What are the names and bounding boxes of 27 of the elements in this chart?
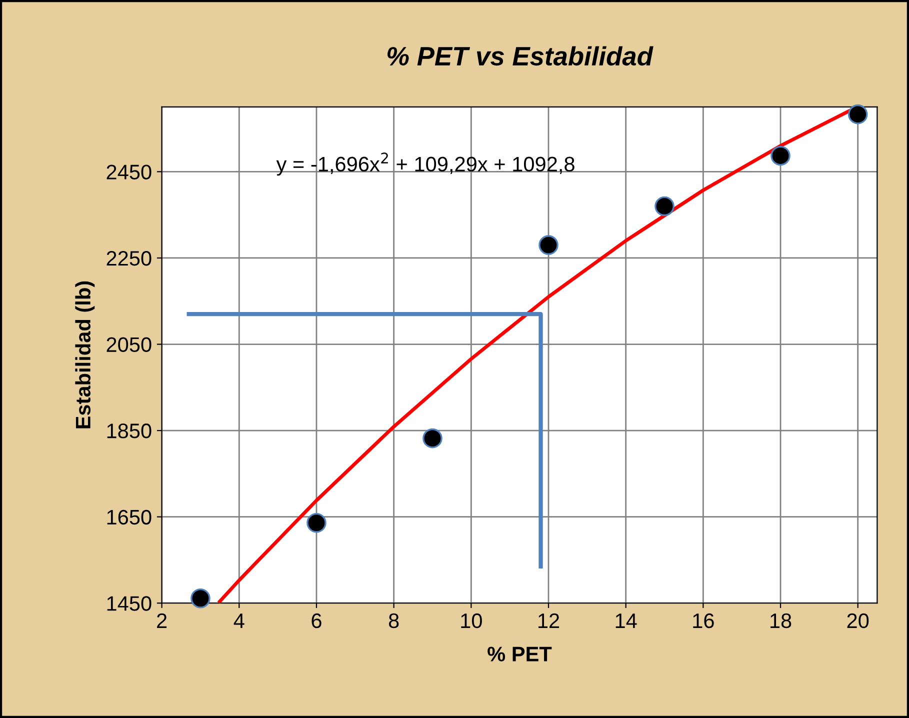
x-axis-title: % PET — [488, 646, 552, 662]
x-tick-label: 20 — [847, 613, 869, 628]
point — [306, 512, 326, 533]
x-tick-label: 8 — [388, 613, 399, 628]
x-tick-label: 2 — [157, 613, 167, 628]
annotation: y = -1,696x$^{2}$ + 109,29x + 1092,8 — [276, 152, 574, 176]
x-tick-label: 4 — [234, 614, 244, 628]
x-tick-label: 16 — [693, 613, 714, 628]
point — [848, 104, 868, 124]
x-tick-label: 18 — [770, 613, 792, 628]
x-tick-label: 14 — [616, 614, 637, 628]
y-tick-label: 2250 — [106, 250, 152, 266]
y-tick-label: 2450 — [106, 164, 152, 180]
y-axis-title: Estabilidad (lb) — [75, 281, 95, 428]
y-tick-label: 1650 — [107, 510, 152, 525]
point — [654, 196, 674, 216]
x-tick-label: 6 — [312, 613, 322, 628]
point — [422, 428, 442, 448]
chart-title: % PET vs Estabilidad — [387, 46, 654, 66]
point — [190, 588, 210, 608]
point — [538, 235, 558, 255]
y-tick-label: 2050 — [106, 337, 152, 352]
x-tick-label: 10 — [461, 613, 482, 628]
y-tick-label: 1850 — [107, 424, 152, 438]
y-tick-label: 1450 — [107, 596, 152, 611]
point — [770, 146, 790, 166]
x-tick-label: 12 — [538, 613, 560, 628]
